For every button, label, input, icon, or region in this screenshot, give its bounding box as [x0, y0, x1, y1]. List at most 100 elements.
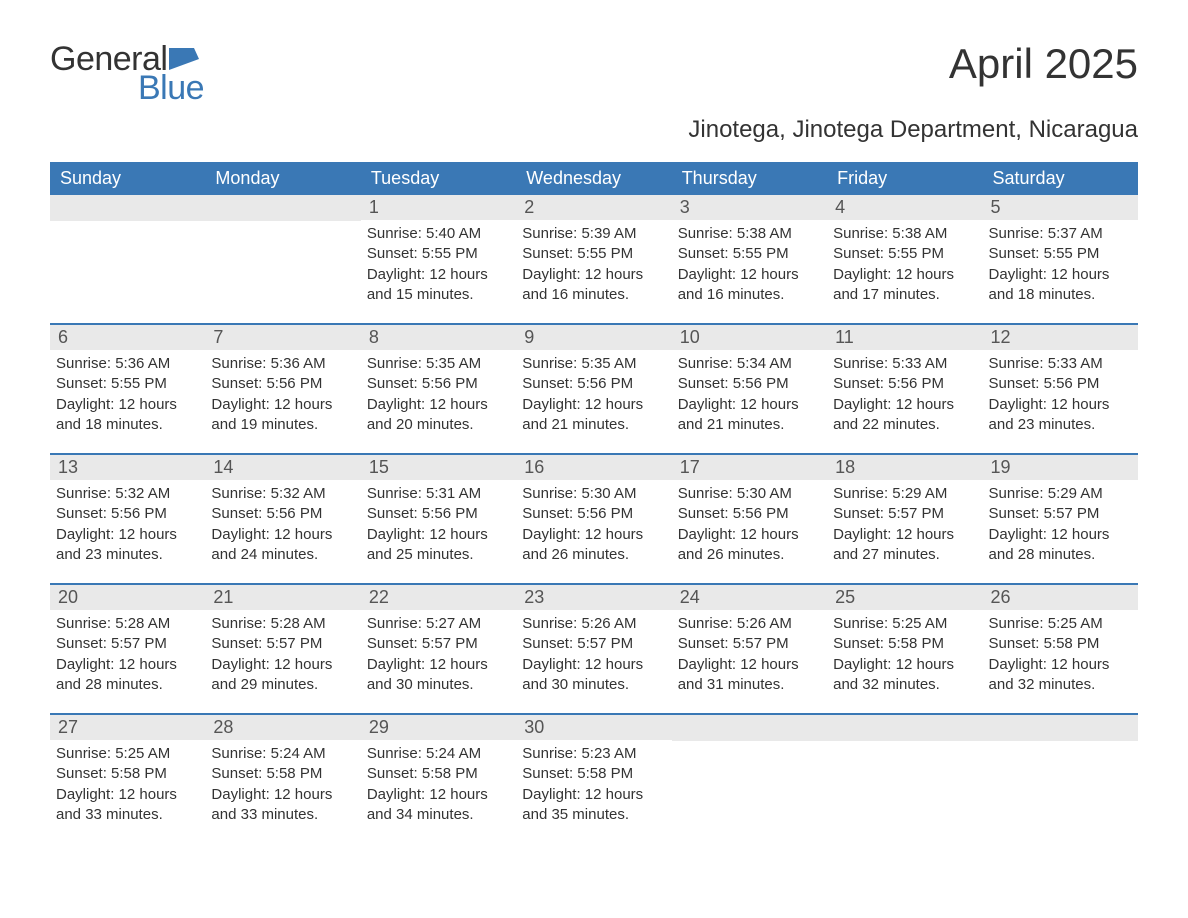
day-cell: 26Sunrise: 5:25 AMSunset: 5:58 PMDayligh…: [983, 585, 1138, 713]
day-number: 10: [672, 325, 827, 350]
day-cell: [672, 715, 827, 843]
weekday-header: Thursday: [672, 162, 827, 195]
sunrise-text: Sunrise: 5:29 AM: [833, 484, 976, 504]
sunset-text: Sunset: 5:57 PM: [989, 504, 1132, 524]
sunset-text: Sunset: 5:58 PM: [833, 634, 976, 654]
daylight-text: Daylight: 12 hours and 21 minutes.: [678, 395, 821, 436]
sunset-text: Sunset: 5:56 PM: [56, 504, 199, 524]
weekday-header: Friday: [827, 162, 982, 195]
sunset-text: Sunset: 5:57 PM: [367, 634, 510, 654]
sunset-text: Sunset: 5:58 PM: [522, 764, 665, 784]
day-content: Sunrise: 5:29 AMSunset: 5:57 PMDaylight:…: [827, 480, 982, 571]
weekday-header: Tuesday: [361, 162, 516, 195]
sunrise-text: Sunrise: 5:35 AM: [367, 354, 510, 374]
day-content: Sunrise: 5:32 AMSunset: 5:56 PMDaylight:…: [205, 480, 360, 571]
week-row: 13Sunrise: 5:32 AMSunset: 5:56 PMDayligh…: [50, 453, 1138, 583]
day-number: 5: [983, 195, 1138, 220]
daylight-text: Daylight: 12 hours and 25 minutes.: [367, 525, 510, 566]
daylight-text: Daylight: 12 hours and 28 minutes.: [989, 525, 1132, 566]
day-number: 19: [983, 455, 1138, 480]
sunset-text: Sunset: 5:56 PM: [833, 374, 976, 394]
day-number: 24: [672, 585, 827, 610]
day-number: 23: [516, 585, 671, 610]
day-number: 28: [205, 715, 360, 740]
day-number: 26: [983, 585, 1138, 610]
sunset-text: Sunset: 5:56 PM: [211, 374, 354, 394]
day-cell: 23Sunrise: 5:26 AMSunset: 5:57 PMDayligh…: [516, 585, 671, 713]
sunrise-text: Sunrise: 5:24 AM: [367, 744, 510, 764]
day-content: Sunrise: 5:34 AMSunset: 5:56 PMDaylight:…: [672, 350, 827, 441]
day-cell: 22Sunrise: 5:27 AMSunset: 5:57 PMDayligh…: [361, 585, 516, 713]
sunrise-text: Sunrise: 5:40 AM: [367, 224, 510, 244]
day-cell: 11Sunrise: 5:33 AMSunset: 5:56 PMDayligh…: [827, 325, 982, 453]
day-content: Sunrise: 5:40 AMSunset: 5:55 PMDaylight:…: [361, 220, 516, 311]
day-cell: 30Sunrise: 5:23 AMSunset: 5:58 PMDayligh…: [516, 715, 671, 843]
sunset-text: Sunset: 5:56 PM: [522, 374, 665, 394]
sunrise-text: Sunrise: 5:36 AM: [56, 354, 199, 374]
daylight-text: Daylight: 12 hours and 29 minutes.: [211, 655, 354, 696]
day-content: Sunrise: 5:36 AMSunset: 5:56 PMDaylight:…: [205, 350, 360, 441]
sunrise-text: Sunrise: 5:27 AM: [367, 614, 510, 634]
sunset-text: Sunset: 5:55 PM: [56, 374, 199, 394]
week-row: 1Sunrise: 5:40 AMSunset: 5:55 PMDaylight…: [50, 195, 1138, 323]
day-content: Sunrise: 5:23 AMSunset: 5:58 PMDaylight:…: [516, 740, 671, 831]
day-number: 2: [516, 195, 671, 220]
sunset-text: Sunset: 5:55 PM: [678, 244, 821, 264]
day-number: 4: [827, 195, 982, 220]
weekday-header: Wednesday: [516, 162, 671, 195]
day-cell: 28Sunrise: 5:24 AMSunset: 5:58 PMDayligh…: [205, 715, 360, 843]
day-cell: 24Sunrise: 5:26 AMSunset: 5:57 PMDayligh…: [672, 585, 827, 713]
day-cell: 17Sunrise: 5:30 AMSunset: 5:56 PMDayligh…: [672, 455, 827, 583]
day-number: 11: [827, 325, 982, 350]
day-cell: 18Sunrise: 5:29 AMSunset: 5:57 PMDayligh…: [827, 455, 982, 583]
sunset-text: Sunset: 5:57 PM: [56, 634, 199, 654]
day-content: Sunrise: 5:38 AMSunset: 5:55 PMDaylight:…: [672, 220, 827, 311]
weekday-header-row: Sunday Monday Tuesday Wednesday Thursday…: [50, 162, 1138, 195]
day-cell: 29Sunrise: 5:24 AMSunset: 5:58 PMDayligh…: [361, 715, 516, 843]
sunset-text: Sunset: 5:55 PM: [367, 244, 510, 264]
day-cell: 1Sunrise: 5:40 AMSunset: 5:55 PMDaylight…: [361, 195, 516, 323]
sunset-text: Sunset: 5:56 PM: [522, 504, 665, 524]
sunset-text: Sunset: 5:56 PM: [989, 374, 1132, 394]
daylight-text: Daylight: 12 hours and 21 minutes.: [522, 395, 665, 436]
sunrise-text: Sunrise: 5:33 AM: [989, 354, 1132, 374]
day-content: Sunrise: 5:25 AMSunset: 5:58 PMDaylight:…: [50, 740, 205, 831]
sunset-text: Sunset: 5:55 PM: [989, 244, 1132, 264]
sunset-text: Sunset: 5:55 PM: [522, 244, 665, 264]
day-content: Sunrise: 5:26 AMSunset: 5:57 PMDaylight:…: [672, 610, 827, 701]
weekday-header: Sunday: [50, 162, 205, 195]
daylight-text: Daylight: 12 hours and 33 minutes.: [211, 785, 354, 826]
day-number: 20: [50, 585, 205, 610]
day-number: [50, 195, 205, 221]
day-cell: 10Sunrise: 5:34 AMSunset: 5:56 PMDayligh…: [672, 325, 827, 453]
day-number: 12: [983, 325, 1138, 350]
day-number: 30: [516, 715, 671, 740]
day-cell: 5Sunrise: 5:37 AMSunset: 5:55 PMDaylight…: [983, 195, 1138, 323]
sunrise-text: Sunrise: 5:32 AM: [56, 484, 199, 504]
sunrise-text: Sunrise: 5:30 AM: [678, 484, 821, 504]
sunset-text: Sunset: 5:57 PM: [522, 634, 665, 654]
day-number: 29: [361, 715, 516, 740]
sunrise-text: Sunrise: 5:28 AM: [211, 614, 354, 634]
sunrise-text: Sunrise: 5:37 AM: [989, 224, 1132, 244]
week-row: 20Sunrise: 5:28 AMSunset: 5:57 PMDayligh…: [50, 583, 1138, 713]
day-number: 21: [205, 585, 360, 610]
day-number: 6: [50, 325, 205, 350]
day-content: Sunrise: 5:32 AMSunset: 5:56 PMDaylight:…: [50, 480, 205, 571]
sunset-text: Sunset: 5:56 PM: [211, 504, 354, 524]
daylight-text: Daylight: 12 hours and 23 minutes.: [989, 395, 1132, 436]
sunrise-text: Sunrise: 5:38 AM: [833, 224, 976, 244]
logo-text-blue: Blue: [138, 69, 204, 108]
daylight-text: Daylight: 12 hours and 31 minutes.: [678, 655, 821, 696]
week-row: 27Sunrise: 5:25 AMSunset: 5:58 PMDayligh…: [50, 713, 1138, 843]
day-cell: 12 Sunrise: 5:33 AMSunset: 5:56 PMDayligh…: [983, 325, 1138, 453]
day-number: 14: [205, 455, 360, 480]
sunrise-text: Sunrise: 5:34 AM: [678, 354, 821, 374]
daylight-text: Daylight: 12 hours and 19 minutes.: [211, 395, 354, 436]
daylight-text: Daylight: 12 hours and 28 minutes.: [56, 655, 199, 696]
day-cell: 27Sunrise: 5:25 AMSunset: 5:58 PMDayligh…: [50, 715, 205, 843]
sunrise-text: Sunrise: 5:31 AM: [367, 484, 510, 504]
daylight-text: Daylight: 12 hours and 32 minutes.: [989, 655, 1132, 696]
day-content: Sunrise: 5:24 AMSunset: 5:58 PMDaylight:…: [205, 740, 360, 831]
day-content: Sunrise: 5:31 AMSunset: 5:56 PMDaylight:…: [361, 480, 516, 571]
